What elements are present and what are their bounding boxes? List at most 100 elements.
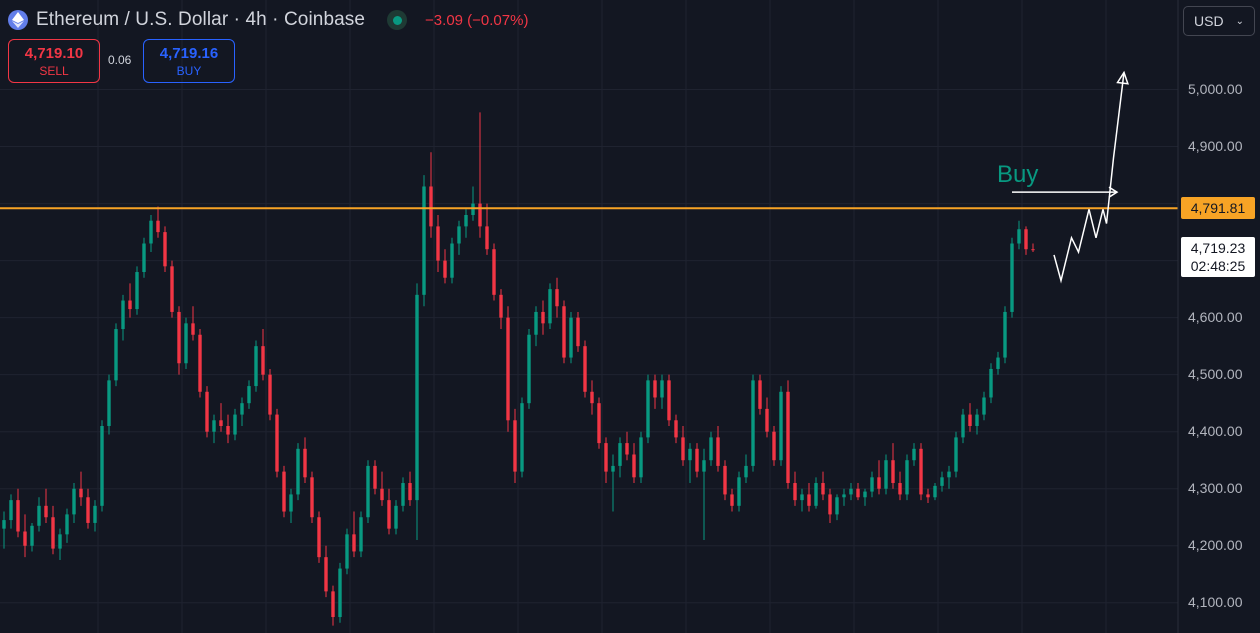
price-tick-label: 4,300.00 <box>1188 479 1243 496</box>
candle-up <box>660 380 664 398</box>
candle-up <box>940 477 944 486</box>
candle-up <box>884 460 888 489</box>
buy-button[interactable]: 4,719.16 BUY <box>143 39 235 83</box>
candle-down <box>219 420 223 426</box>
candle-down <box>765 408 769 432</box>
candle-down <box>205 391 209 432</box>
candle-up <box>401 483 405 506</box>
candle-up <box>737 477 741 506</box>
countdown-label: 02:48:25 <box>1190 258 1246 274</box>
candle-down <box>674 420 678 438</box>
candle-down <box>919 448 923 495</box>
ethereum-icon <box>8 10 28 30</box>
last-price-label: 4,719.23 <box>1190 240 1246 256</box>
candle-down <box>79 488 83 498</box>
candle-up <box>450 243 454 278</box>
candle-down <box>695 448 699 472</box>
market-status-icon[interactable] <box>387 10 408 30</box>
candle-down <box>352 534 356 552</box>
candle-up <box>863 491 867 498</box>
price-tick-label: 4,400.00 <box>1188 422 1243 439</box>
candle-up <box>394 505 398 529</box>
candle-down <box>331 591 335 618</box>
candle-up <box>961 414 965 438</box>
candle-down <box>625 443 629 455</box>
candle-down <box>380 488 384 501</box>
resistance-price-badge: 4,791.81 <box>1181 197 1255 219</box>
candle-up <box>37 505 41 526</box>
candle-down <box>443 260 447 278</box>
currency-select[interactable]: USD ⌄ <box>1183 6 1255 36</box>
candle-down <box>408 483 412 501</box>
candle-down <box>828 494 832 515</box>
candle-up <box>527 334 531 404</box>
candle-up <box>240 403 244 415</box>
candle-up <box>114 329 118 381</box>
candle-up <box>107 380 111 426</box>
candle-up <box>254 346 258 387</box>
candle-up <box>688 448 692 461</box>
candle-down <box>716 437 720 466</box>
candle-up <box>1003 311 1007 358</box>
candle-down <box>170 266 174 312</box>
candle-up <box>709 437 713 461</box>
candle-down <box>373 465 377 489</box>
candle-down <box>303 448 307 478</box>
buy-arrowhead <box>1108 186 1119 198</box>
candle-down <box>793 483 797 501</box>
candle-up <box>1017 229 1021 244</box>
price-tick-label: 4,100.00 <box>1188 593 1243 610</box>
candle-up <box>870 477 874 492</box>
candle-down <box>758 380 762 409</box>
candle-down <box>317 517 321 558</box>
candle-up <box>289 494 293 512</box>
candle-down <box>653 380 657 398</box>
candle-up <box>121 300 125 330</box>
candle-up <box>751 380 755 466</box>
candle-up <box>415 294 419 501</box>
candle-down <box>282 471 286 512</box>
candle-down <box>604 443 608 472</box>
candle-down <box>23 531 27 546</box>
price-tick-label: 4,900.00 <box>1188 137 1243 154</box>
price-tick-label: 4,200.00 <box>1188 536 1243 553</box>
candle-up <box>842 494 846 498</box>
candle-down <box>807 494 811 506</box>
spread-value: 0.06 <box>108 53 132 67</box>
candle-up <box>975 414 979 426</box>
candle-down <box>268 374 272 415</box>
candle-down <box>492 249 496 295</box>
candle-up <box>954 437 958 472</box>
candle-down <box>198 334 202 392</box>
candle-up <box>534 311 538 335</box>
candle-down <box>667 380 671 421</box>
symbol-title[interactable]: Ethereum / U.S. Dollar · 4h · Coinbase <box>36 9 366 30</box>
candle-up <box>569 317 573 358</box>
candle-down <box>51 517 55 549</box>
candle-up <box>149 220 153 244</box>
candle-up <box>933 485 937 498</box>
candle-up <box>849 488 853 495</box>
candlestick-series <box>2 112 1035 626</box>
candle-up <box>93 505 97 523</box>
candle-down <box>16 500 20 532</box>
candle-up <box>989 368 993 398</box>
candle-down <box>730 494 734 506</box>
candle-up <box>702 460 706 472</box>
candle-up <box>422 186 426 295</box>
candle-down <box>499 294 503 318</box>
chart-header: Ethereum / U.S. Dollar · 4h · Coinbase −… <box>8 8 528 32</box>
sell-button[interactable]: 4,719.10 SELL <box>8 39 100 83</box>
projection-path <box>1053 72 1125 284</box>
buy-annotation[interactable]: Buy <box>997 161 1039 188</box>
candle-down <box>576 317 580 347</box>
last-price-badge: 4,719.23 02:48:25 <box>1181 237 1255 277</box>
candle-up <box>982 397 986 415</box>
candle-up <box>9 500 13 521</box>
candle-down <box>1024 229 1028 250</box>
price-tick-label: 4,500.00 <box>1188 365 1243 382</box>
candle-down <box>583 346 587 392</box>
candle-up <box>520 403 524 472</box>
chart-grid <box>0 0 1178 633</box>
